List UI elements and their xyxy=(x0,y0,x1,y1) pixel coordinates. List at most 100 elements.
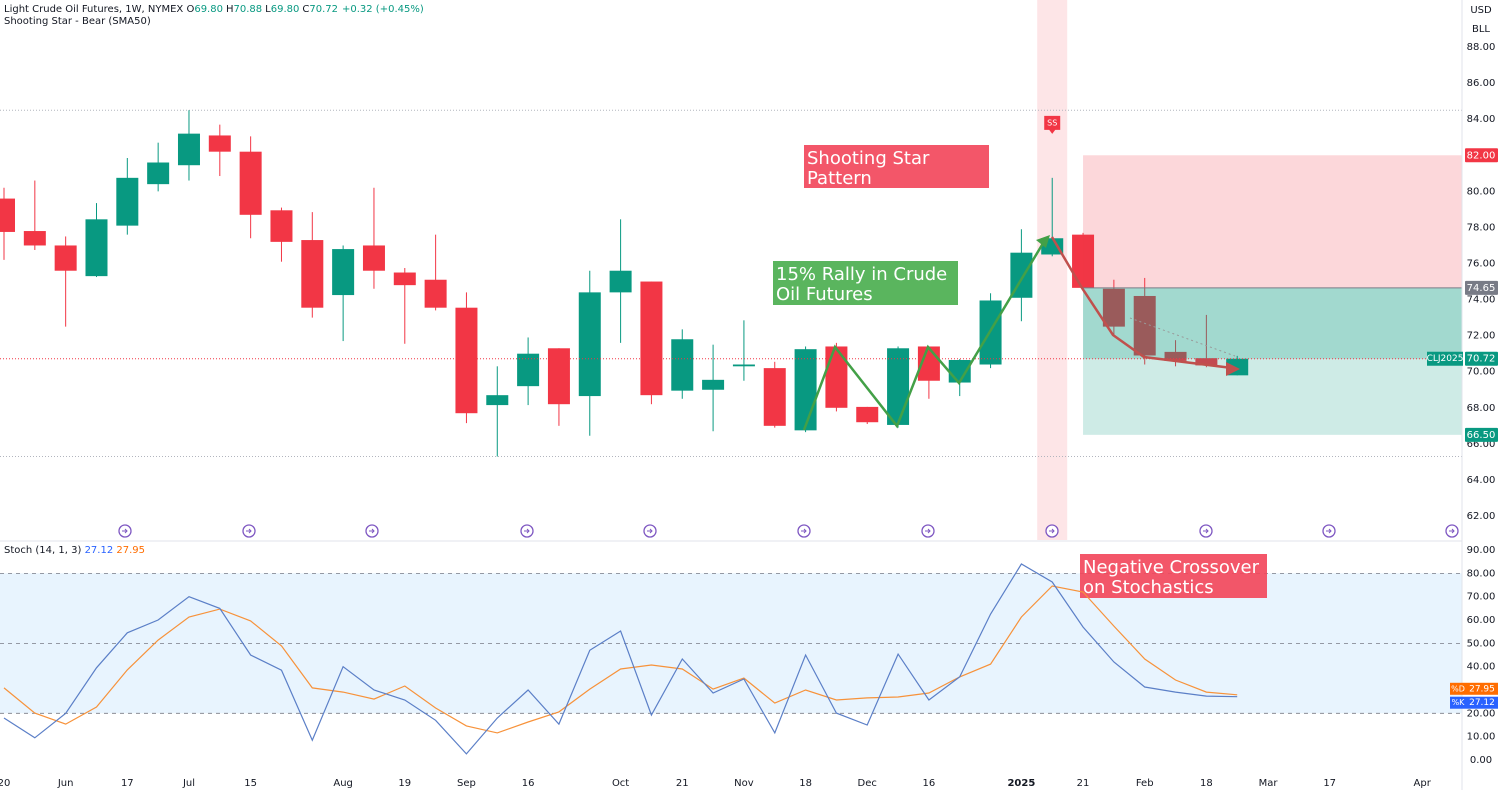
change: +0.32 (+0.45%) xyxy=(342,4,424,15)
candle-body xyxy=(147,162,170,185)
x-tick-label: 21 xyxy=(1077,778,1090,789)
candle-body xyxy=(887,348,910,425)
stop-label-bg xyxy=(1465,148,1498,163)
stoch-title: Stoch (14, 1, 3) xyxy=(4,545,81,556)
stoch-line xyxy=(3,585,1238,734)
ohlc-label: L xyxy=(265,4,271,15)
candle-body xyxy=(825,346,848,408)
candle-body xyxy=(455,307,478,414)
ohlc-values: O69.80 H70.88 L69.80 C70.72 xyxy=(186,4,338,15)
y-tick-label: 88.00 xyxy=(1467,42,1496,53)
entry-label-bg xyxy=(1465,280,1498,295)
stoch-tick-label: 70.00 xyxy=(1467,592,1496,603)
stoch-line xyxy=(3,563,1238,755)
symbol-title: Light Crude Oil Futures, 1W, NYMEX xyxy=(4,4,183,15)
stoch-tick-label: 50.00 xyxy=(1467,638,1496,649)
event-icon-arrow xyxy=(1203,528,1209,534)
ohlc-value: 69.80 xyxy=(271,4,300,15)
candle-body xyxy=(702,379,725,390)
x-tick-label: 17 xyxy=(1323,778,1336,789)
annotation-box xyxy=(773,261,958,305)
currency: USD xyxy=(1470,5,1492,16)
last-price-label: 70.72 xyxy=(1467,354,1496,365)
y-tick-label: 80.00 xyxy=(1467,186,1496,197)
stoch-tick-label: 90.00 xyxy=(1467,545,1496,556)
entry-label: 74.65 xyxy=(1467,283,1496,294)
y-tick-label: 72.00 xyxy=(1467,331,1496,342)
candle-body xyxy=(362,245,385,271)
event-icon-arrow xyxy=(246,528,252,534)
candle-body xyxy=(486,395,509,406)
target-zone xyxy=(1083,287,1462,435)
target-label-bg xyxy=(1465,427,1498,442)
candle-body xyxy=(763,368,786,426)
annotation-text: Negative Crossover xyxy=(1083,557,1260,578)
candle-body xyxy=(856,406,879,423)
y-tick-label: 74.00 xyxy=(1467,295,1496,306)
x-tick-label: 2025 xyxy=(1007,778,1035,789)
candle-body xyxy=(1195,358,1218,366)
candle-body xyxy=(177,133,200,166)
y-tick-label: 64.00 xyxy=(1467,475,1496,486)
candle-body xyxy=(732,364,755,367)
candle-body xyxy=(332,249,355,296)
stoch-header: Stoch (14, 1, 3) 27.12 27.95 xyxy=(4,545,145,556)
stop-label: 82.00 xyxy=(1467,150,1496,161)
y-tick-label: 70.00 xyxy=(1467,367,1496,378)
x-tick-label: Jul xyxy=(182,778,195,789)
x-tick-label: 20 xyxy=(0,778,10,789)
x-tick-label: Apr xyxy=(1414,778,1432,789)
x-tick-label: Dec xyxy=(858,778,877,789)
ohlc-value: 70.72 xyxy=(309,4,338,15)
stoch-tick-label: 0.00 xyxy=(1470,755,1492,766)
header: Light Crude Oil Futures, 1W, NYMEX O69.8… xyxy=(4,4,424,15)
rally-line xyxy=(802,239,1047,431)
x-tick-label: 18 xyxy=(799,778,812,789)
y-tick-label: 62.00 xyxy=(1467,511,1496,522)
candle-body xyxy=(1102,288,1125,327)
x-tick-label: 21 xyxy=(676,778,689,789)
candle-body xyxy=(301,240,324,308)
y-tick-label: 86.00 xyxy=(1467,78,1496,89)
ohlc-value: 69.80 xyxy=(194,4,223,15)
candle-body xyxy=(393,272,416,286)
last-price-label-bg xyxy=(1465,351,1498,366)
event-icon-arrow xyxy=(122,528,128,534)
event-icon-arrow xyxy=(1449,528,1455,534)
stoch-tag-value: 27.12 xyxy=(1469,698,1495,708)
k-value: 27.12 xyxy=(85,545,114,556)
annotation-text: Pattern xyxy=(807,168,872,189)
overlay-layer xyxy=(0,155,1462,435)
stoch-tag-name: %K xyxy=(1452,698,1466,707)
ohlc-label: O xyxy=(186,4,194,15)
candle-body xyxy=(23,231,46,246)
event-icon-arrow xyxy=(925,528,931,534)
x-tick-label: 18 xyxy=(1200,778,1213,789)
symbol-tag-bg xyxy=(1427,351,1463,366)
x-tick-label: 17 xyxy=(121,778,134,789)
annotation-text: Oil Futures xyxy=(776,284,873,305)
candle-body xyxy=(1133,295,1156,356)
x-tick-label: Jun xyxy=(57,778,74,789)
x-tick-label: 16 xyxy=(522,778,535,789)
indicator-title: Shooting Star - Bear (SMA50) xyxy=(4,16,151,27)
annotation-text: Shooting Star xyxy=(807,148,930,169)
decline-line xyxy=(1050,236,1233,370)
stoch-tag-name: %D xyxy=(1451,684,1465,693)
stop-zone xyxy=(1083,155,1462,288)
event-icon-arrow xyxy=(1326,528,1332,534)
candle-body xyxy=(1072,234,1095,288)
candle-body xyxy=(517,353,540,387)
candle-body xyxy=(794,349,817,431)
target-label: 66.50 xyxy=(1467,430,1496,441)
event-icon-arrow xyxy=(801,528,807,534)
y-tick-label: 68.00 xyxy=(1467,403,1496,414)
candle-body xyxy=(609,270,632,293)
ohlc-label: H xyxy=(226,4,234,15)
stoch-tick-label: 20.00 xyxy=(1467,708,1496,719)
x-tick-label: Sep xyxy=(457,778,476,789)
candles-layer xyxy=(0,110,1249,457)
annotation-text: on Stochastics xyxy=(1083,577,1214,598)
event-icon-arrow xyxy=(369,528,375,534)
